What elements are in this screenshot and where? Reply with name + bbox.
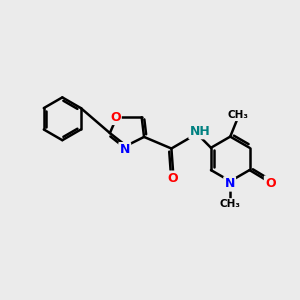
Text: CH₃: CH₃ [228,110,249,120]
Text: CH₃: CH₃ [220,199,241,209]
Text: O: O [167,172,178,185]
Text: NH: NH [190,125,210,138]
Text: N: N [119,143,130,156]
Text: O: O [110,111,121,124]
Text: O: O [265,177,276,190]
Text: N: N [224,177,235,190]
